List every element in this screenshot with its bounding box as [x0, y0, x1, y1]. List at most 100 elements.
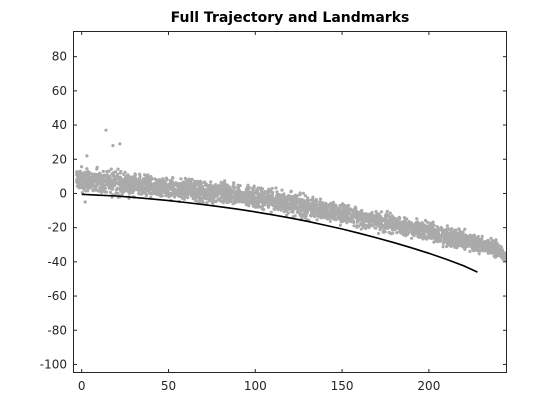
- landmark-point: [333, 206, 337, 210]
- landmark-point: [280, 188, 284, 192]
- landmark-point: [446, 243, 450, 248]
- landmark-point: [372, 221, 376, 225]
- landmark-point: [228, 199, 233, 204]
- landmark-point: [347, 218, 351, 222]
- landmark-point: [405, 224, 409, 228]
- landmark-point: [409, 221, 414, 225]
- landmark-point: [186, 182, 191, 186]
- landmark-point: [193, 190, 197, 194]
- landmark-point: [452, 237, 457, 241]
- landmark-point: [184, 181, 188, 185]
- landmark-point: [202, 180, 206, 184]
- landmark-point: [209, 180, 213, 184]
- landmark-point: [330, 209, 334, 213]
- landmark-point: [270, 186, 274, 190]
- landmark-point: [440, 229, 444, 233]
- landmark-point: [489, 236, 493, 240]
- landmark-point: [85, 167, 89, 171]
- landmark-point: [126, 184, 130, 188]
- landmark-point: [105, 173, 109, 177]
- landmark-point: [119, 176, 123, 180]
- landmark-outlier: [85, 154, 89, 158]
- landmark-point: [344, 206, 348, 210]
- landmark-point: [303, 207, 307, 211]
- landmark-point: [216, 184, 220, 188]
- landmark-point: [298, 203, 302, 207]
- x-tick-label: 100: [244, 379, 267, 393]
- landmark-point: [214, 199, 218, 204]
- landmark-point: [272, 207, 277, 211]
- y-tick-label: 60: [52, 84, 67, 98]
- landmark-point: [270, 192, 275, 196]
- landmark-point: [292, 202, 296, 206]
- landmark-point: [145, 186, 149, 190]
- landmark-point: [97, 175, 101, 179]
- landmark-point: [223, 179, 227, 183]
- landmark-point: [122, 172, 126, 176]
- landmark-point: [258, 205, 262, 209]
- landmark-point: [251, 187, 256, 191]
- landmark-point: [435, 225, 439, 229]
- landmark-point: [445, 230, 449, 234]
- landmark-point: [469, 234, 473, 238]
- landmark-point: [339, 214, 343, 218]
- landmark-point: [266, 192, 270, 196]
- landmark-point: [300, 212, 304, 216]
- landmark-point: [374, 226, 378, 230]
- landmark-point: [485, 242, 489, 246]
- landmark-point: [84, 179, 89, 183]
- axes: 0 50 100 150 200 -100 -80 -60 -40 -20 0 20 40 60 80: [40, 31, 507, 393]
- landmark-point: [379, 222, 383, 226]
- landmark-point: [492, 250, 496, 255]
- landmark-point: [160, 194, 164, 198]
- landmark-point: [123, 176, 128, 180]
- landmark-point: [494, 238, 498, 242]
- landmark-point: [315, 218, 319, 222]
- landmark-point: [249, 199, 253, 203]
- landmark-point: [295, 206, 299, 211]
- landmark-point: [398, 216, 402, 220]
- landmark-point: [354, 209, 359, 213]
- landmark-point: [334, 217, 339, 221]
- landmark-point: [136, 184, 140, 188]
- y-tick-label: 40: [52, 118, 67, 132]
- landmark-point: [120, 192, 124, 196]
- landmark-point: [359, 227, 363, 231]
- landmark-point: [471, 244, 475, 248]
- landmark-point: [409, 226, 413, 230]
- landmark-point: [256, 198, 260, 202]
- landmark-point: [476, 242, 480, 246]
- landmark-point: [97, 180, 101, 184]
- landmark-point: [391, 218, 395, 222]
- landmark-point: [225, 183, 229, 187]
- landmark-point: [191, 197, 195, 201]
- landmark-point: [480, 237, 484, 241]
- landmark-point: [198, 185, 202, 190]
- landmark-point: [154, 189, 158, 193]
- landmark-point: [77, 175, 81, 179]
- landmark-point: [476, 234, 480, 239]
- landmark-point: [385, 219, 389, 223]
- landmark-point: [260, 200, 264, 204]
- landmark-point: [109, 167, 113, 171]
- landmark-point: [245, 193, 249, 197]
- landmark-point: [300, 206, 304, 210]
- landmark-point: [179, 186, 183, 190]
- landmark-point: [166, 189, 170, 194]
- landmark-point: [209, 184, 213, 188]
- landmark-point: [269, 195, 273, 199]
- landmark-point: [97, 186, 101, 190]
- landmark-point: [270, 199, 275, 203]
- landmark-point: [431, 227, 435, 231]
- landmark-point: [228, 192, 232, 196]
- landmark-point: [447, 232, 452, 236]
- landmark-outlier: [83, 200, 87, 204]
- landmark-point: [235, 194, 239, 198]
- landmark-point: [352, 224, 356, 228]
- landmark-point: [458, 229, 462, 233]
- landmark-point: [127, 175, 131, 179]
- landmark-point: [215, 190, 220, 194]
- landmark-point: [373, 215, 377, 219]
- landmark-point: [126, 187, 130, 191]
- landmark-point: [132, 188, 136, 192]
